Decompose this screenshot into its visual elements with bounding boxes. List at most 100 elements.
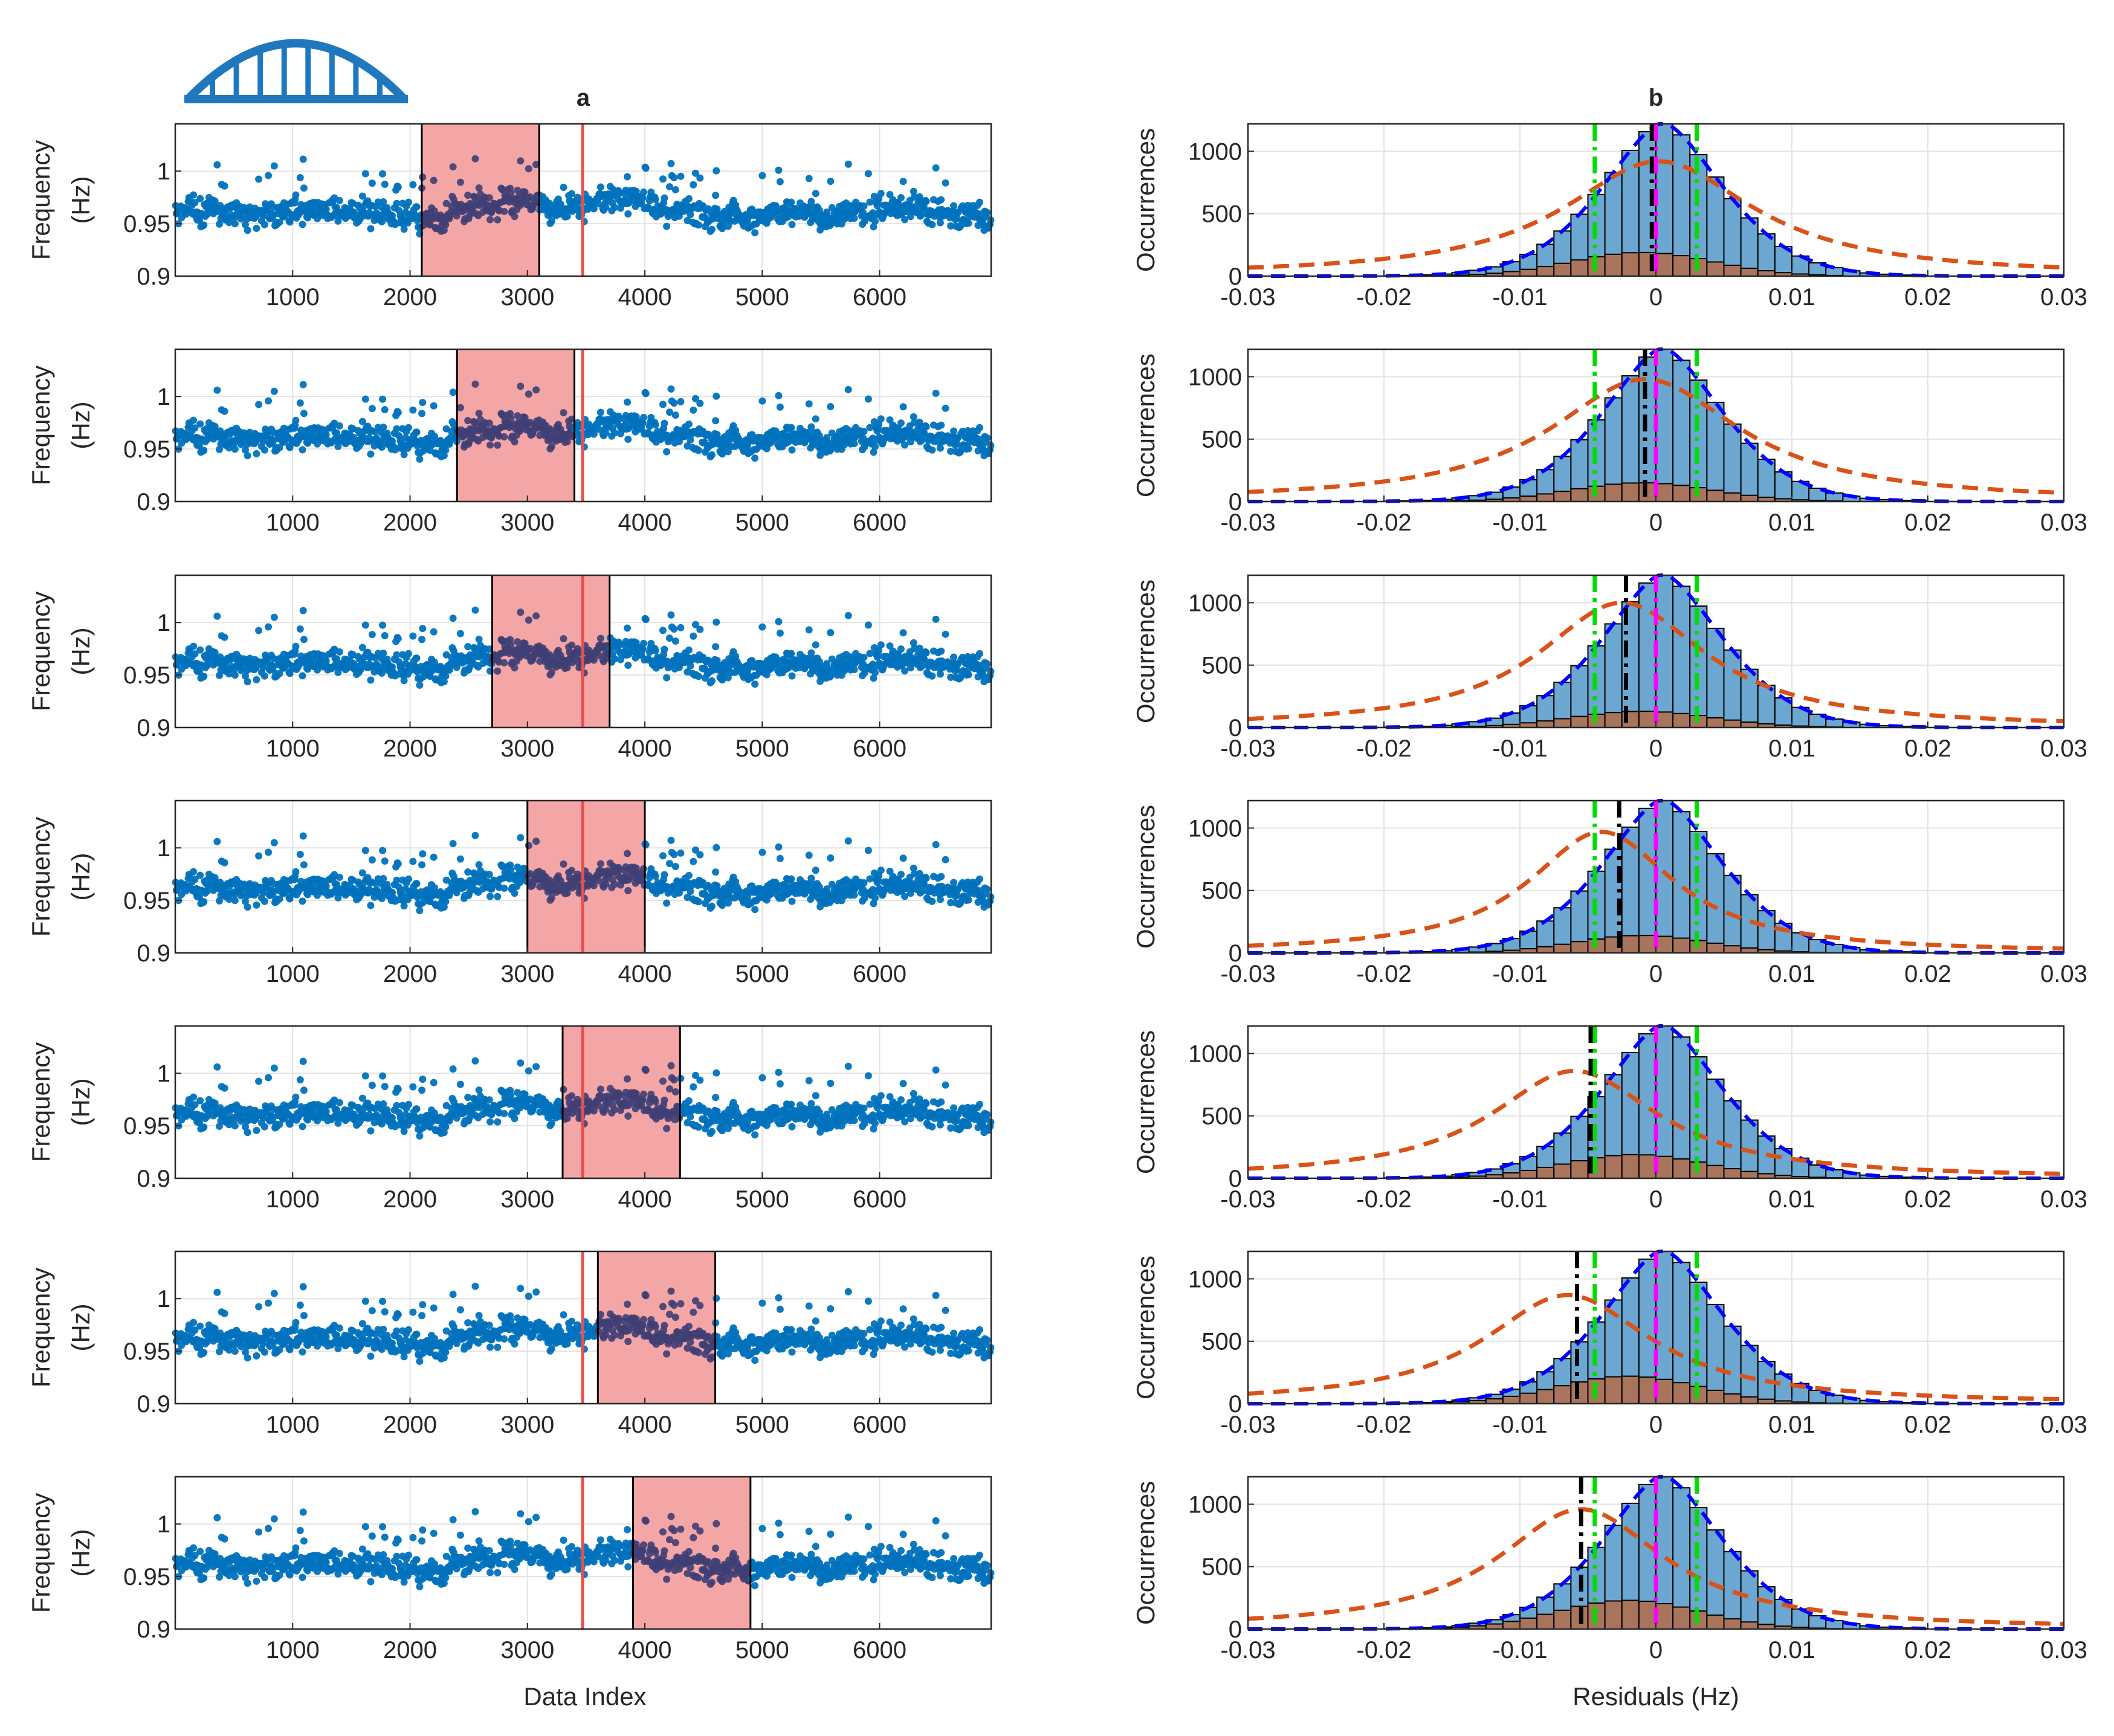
data-point <box>563 213 571 221</box>
data-point <box>624 210 632 218</box>
data-point <box>367 450 375 458</box>
data-point <box>691 169 699 177</box>
data-point <box>661 871 668 879</box>
bridge-arch <box>185 39 407 102</box>
data-point <box>548 217 555 225</box>
y-tick-label: 1 <box>157 384 170 410</box>
x-tick-label: 5000 <box>735 284 789 311</box>
data-point <box>265 623 273 631</box>
y-axis-label-line1: Frequency <box>27 366 55 485</box>
data-point <box>265 172 273 179</box>
data-point <box>871 894 879 902</box>
data-point <box>942 404 949 412</box>
data-point <box>430 853 438 861</box>
data-point <box>667 160 675 167</box>
data-point <box>213 386 221 394</box>
data-point <box>812 190 819 198</box>
data-point <box>418 636 426 644</box>
data-point <box>787 650 795 657</box>
data-point <box>335 648 343 656</box>
data-point <box>775 166 783 174</box>
data-point <box>922 874 930 882</box>
data-point <box>860 653 868 661</box>
data-point <box>300 636 308 644</box>
data-point <box>485 871 493 879</box>
data-point <box>231 445 239 453</box>
data-point <box>864 621 872 629</box>
data-point <box>899 629 907 637</box>
data-point <box>299 381 307 389</box>
data-point <box>866 198 874 206</box>
data-point <box>260 897 268 905</box>
data-point <box>413 654 421 662</box>
data-point <box>687 211 694 219</box>
data-point <box>244 1129 251 1137</box>
data-point <box>901 216 909 224</box>
data-point <box>850 891 858 899</box>
data-point <box>299 672 306 680</box>
data-point <box>475 1086 483 1094</box>
data-point <box>694 673 702 680</box>
data-point <box>292 642 300 650</box>
data-point <box>400 677 408 685</box>
data-point <box>776 403 784 411</box>
data-point <box>244 452 251 460</box>
y-tick-label: 0.9 <box>137 940 170 967</box>
data-point <box>651 873 659 880</box>
data-point <box>690 632 697 640</box>
data-point <box>567 190 575 198</box>
data-point <box>299 221 306 228</box>
data-point <box>494 892 502 900</box>
data-point <box>696 851 704 859</box>
data-point <box>677 624 685 631</box>
data-point <box>404 198 412 206</box>
data-point <box>596 408 604 416</box>
data-point <box>983 434 991 442</box>
data-point <box>270 387 278 395</box>
data-point <box>659 627 667 634</box>
data-point <box>812 415 819 423</box>
data-point <box>216 220 224 228</box>
data-point <box>404 875 412 883</box>
data-point <box>514 187 522 195</box>
data-point <box>983 885 991 893</box>
data-point <box>299 832 307 840</box>
data-point <box>511 664 519 672</box>
x-tick-label: 1000 <box>266 284 320 311</box>
y-tick-label: 0.95 <box>123 211 170 237</box>
x-tick-label: 3000 <box>500 509 554 536</box>
data-point <box>922 198 930 205</box>
data-point <box>942 179 949 187</box>
data-point <box>525 165 532 173</box>
data-point <box>413 880 421 888</box>
data-point <box>850 440 858 448</box>
data-point <box>864 170 872 178</box>
data-point <box>712 192 720 199</box>
data-point <box>807 198 815 205</box>
data-point <box>334 217 342 225</box>
data-point <box>378 218 386 225</box>
data-point <box>190 191 198 199</box>
data-point <box>368 631 376 639</box>
data-point <box>696 174 704 182</box>
data-point <box>442 1123 450 1131</box>
data-point <box>409 406 417 414</box>
data-point <box>213 1063 221 1071</box>
data-point <box>776 178 784 186</box>
data-point <box>380 650 387 657</box>
data-point <box>335 1099 343 1106</box>
data-point <box>255 627 263 634</box>
data-point <box>394 183 402 191</box>
data-point <box>560 184 567 192</box>
data-point <box>418 1086 426 1094</box>
data-point <box>419 1076 427 1083</box>
data-point <box>400 225 408 233</box>
data-point <box>231 671 239 679</box>
data-point <box>812 641 819 649</box>
y-axis-label-line2: (Hz) <box>66 627 95 675</box>
data-point <box>696 625 704 633</box>
y-tick-label: 1 <box>157 158 170 185</box>
data-point <box>413 203 421 211</box>
y-axis-label-line2: (Hz) <box>66 401 95 449</box>
data-point <box>195 442 203 450</box>
